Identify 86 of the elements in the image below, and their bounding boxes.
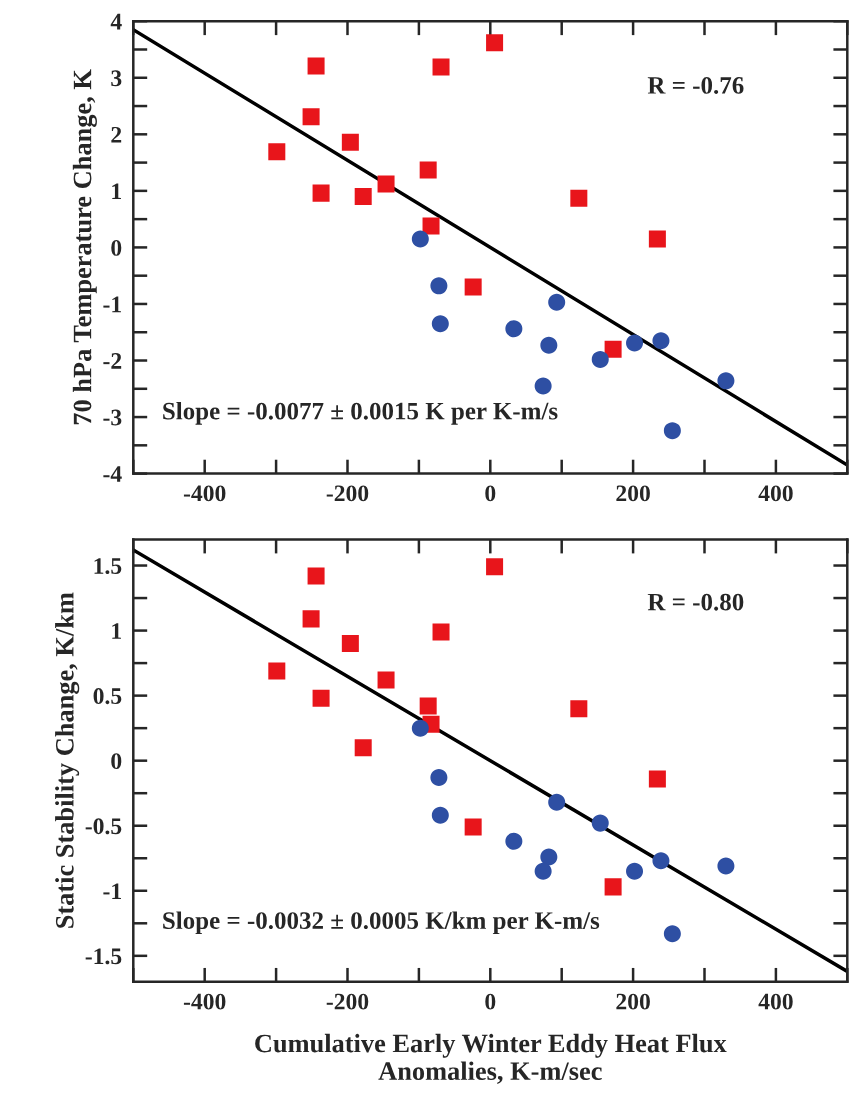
point	[307, 57, 325, 75]
y-tick-label: 1	[112, 623, 121, 639]
x-tick-label: 0	[485, 485, 496, 502]
point	[431, 806, 449, 824]
point	[377, 175, 395, 193]
y-tick-label: -3	[103, 409, 122, 426]
y-tick-label: 3	[111, 70, 122, 87]
point	[268, 662, 286, 680]
x-tick-label: 200	[616, 485, 650, 502]
y-tick-label: -2	[103, 353, 122, 369]
x-tick-label: 400	[758, 993, 793, 1010]
point	[534, 862, 552, 880]
point	[302, 108, 320, 126]
point	[486, 34, 504, 52]
y-tick-label: -1.5	[85, 948, 122, 965]
point	[312, 184, 330, 202]
y-tick-label: 2	[111, 126, 122, 143]
point	[430, 769, 448, 787]
point	[570, 700, 588, 718]
x-tick-label: -400	[183, 485, 226, 502]
y-tick-label: 0	[111, 239, 122, 256]
point	[341, 133, 359, 151]
annotation: R = -0.76	[647, 76, 744, 94]
point	[591, 814, 609, 832]
point	[648, 770, 666, 788]
y-axis-title: Static Stability Change, K/km	[55, 592, 80, 928]
x-tick-label: 200	[616, 993, 650, 1010]
x-tick-label: -200	[326, 993, 369, 1010]
point	[464, 818, 482, 836]
point	[432, 58, 450, 76]
point	[307, 567, 325, 585]
annotation: R = -0.80	[647, 593, 744, 611]
point	[534, 377, 552, 395]
point	[604, 340, 622, 358]
point	[663, 422, 681, 440]
point	[652, 332, 670, 350]
point	[540, 336, 558, 354]
y-tick-label: 0	[111, 753, 122, 770]
x-tick-label: -200	[326, 485, 369, 502]
point	[419, 161, 437, 179]
point	[505, 320, 523, 338]
x-tick-label: 400	[758, 485, 793, 502]
point	[411, 719, 429, 737]
point	[505, 832, 523, 850]
point	[341, 635, 359, 653]
point	[422, 217, 440, 235]
point	[419, 697, 437, 715]
y-tick-label: 0.5	[93, 688, 122, 705]
point	[540, 848, 558, 866]
y-tick-label: -0.5	[85, 818, 122, 835]
point	[652, 852, 670, 870]
point	[548, 293, 566, 311]
point	[354, 188, 372, 206]
x-tick-label: -400	[183, 993, 226, 1010]
point	[591, 350, 609, 368]
point	[548, 793, 566, 811]
point	[431, 315, 449, 333]
y-tick-label: -4	[103, 466, 122, 482]
y-axis-title: 70 hPa Temperature Change, K	[72, 69, 97, 425]
annotation: Slope = -0.0077 ± 0.0015 K per K-m/s	[163, 401, 558, 425]
point	[486, 558, 504, 576]
point	[312, 689, 330, 707]
point	[354, 739, 372, 757]
y-tick-label: -1	[103, 883, 121, 899]
point	[302, 610, 320, 628]
x-tick-label: 0	[485, 993, 496, 1010]
y-tick-label: 4	[110, 13, 122, 30]
point	[626, 862, 644, 880]
y-tick-label: 1	[112, 183, 121, 200]
point	[604, 878, 622, 896]
point	[464, 278, 482, 296]
y-tick-label: 1.5	[94, 558, 122, 575]
point	[411, 230, 429, 248]
point	[626, 334, 644, 352]
x-axis-title: Cumulative Early Winter Eddy Heat Flux Anomalies, K-m/sec	[255, 1033, 727, 1084]
point	[377, 671, 395, 689]
y-tick-label: -1	[103, 296, 121, 313]
point	[268, 143, 286, 161]
point	[430, 277, 448, 295]
point	[717, 857, 735, 875]
annotation: Slope = -0.0032 ± 0.0005 K/km per K-m/s	[163, 911, 600, 935]
point	[663, 925, 681, 943]
point	[570, 189, 588, 207]
point	[717, 372, 735, 390]
point	[432, 623, 450, 641]
point	[648, 230, 666, 248]
